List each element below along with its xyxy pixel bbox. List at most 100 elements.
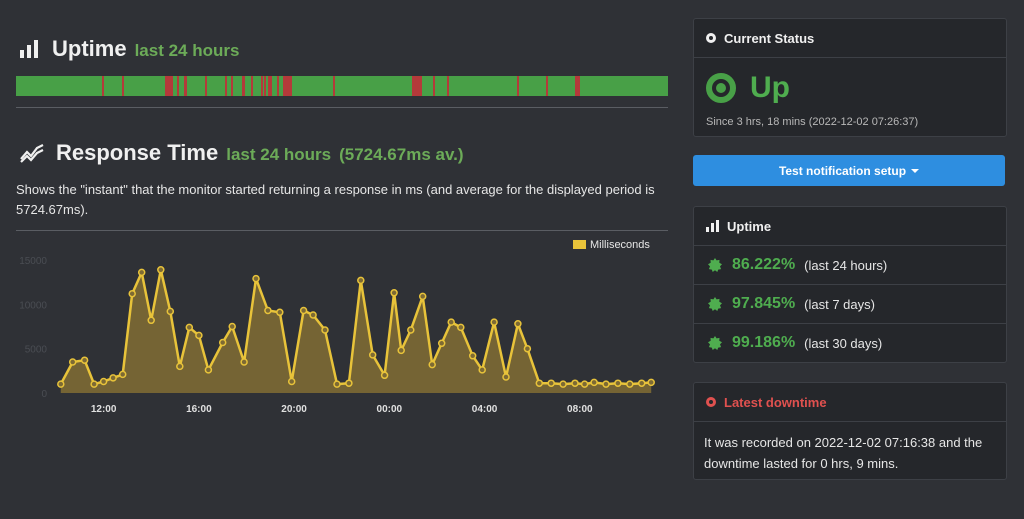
response-time-subtitle: last 24 hours — [226, 145, 332, 164]
test-notification-button[interactable]: Test notification setup — [693, 155, 1005, 186]
x-tick-label: 20:00 — [281, 404, 307, 415]
uptime-percent: 86.222% — [732, 256, 796, 273]
uptime-stats-list: 86.222% (last 24 hours) 97.845% (last 7 … — [694, 246, 1006, 362]
data-point — [228, 322, 236, 331]
downtime-segment[interactable] — [433, 76, 435, 96]
downtime-segment[interactable] — [517, 76, 519, 96]
y-tick-label: 15000 — [19, 256, 47, 267]
downtime-segment[interactable] — [264, 76, 266, 96]
downtime-segment[interactable] — [165, 76, 173, 96]
data-point — [276, 308, 284, 317]
downtime-segment[interactable] — [242, 76, 245, 96]
uptime-panel: Uptime 86.222% (last 24 hours) 97.845% (… — [693, 206, 1007, 363]
data-point — [647, 378, 655, 387]
downtime-segment[interactable] — [546, 76, 548, 96]
uptime-title: Uptime — [52, 36, 127, 61]
downtime-segment[interactable] — [277, 76, 279, 96]
data-point — [252, 274, 260, 283]
response-time-chart: 15000 10000 5000 0 12:00 16:00 20:00 00:00 04:00… — [19, 239, 655, 415]
data-point — [321, 326, 329, 334]
data-point — [68, 358, 77, 366]
data-point — [580, 380, 589, 388]
data-point — [428, 360, 436, 369]
x-tick-label: 16:00 — [186, 404, 212, 415]
uptime-subtitle: last 24 hours — [134, 41, 240, 60]
downtime-segment[interactable] — [268, 76, 270, 96]
current-status-panel: Current Status Up Since 3 hrs, 18 mins (… — [693, 18, 1007, 137]
current-status-title: Current Status — [724, 30, 815, 46]
data-point — [626, 380, 634, 388]
response-time-title: Response Time — [56, 140, 219, 165]
data-point — [535, 379, 544, 387]
uptime-period: (last 30 days) — [804, 335, 883, 351]
response-time-heading: Response Time last 24 hours (5724.67ms a… — [20, 140, 464, 166]
data-point — [390, 289, 398, 297]
downtime-segment[interactable] — [412, 76, 422, 96]
data-point — [602, 380, 610, 388]
uptime-heading: Uptime last 24 hours — [20, 36, 239, 62]
data-point — [109, 374, 117, 382]
data-point — [357, 276, 365, 285]
downtime-segment[interactable] — [447, 76, 449, 96]
uptime-stat-24h: 86.222% (last 24 hours) — [694, 246, 1006, 285]
legend-swatch — [573, 240, 586, 249]
data-point — [299, 306, 308, 315]
caret-down-icon — [911, 168, 920, 173]
data-point — [447, 318, 455, 326]
y-tick-label: 5000 — [25, 345, 48, 356]
data-point — [418, 292, 427, 301]
data-point — [80, 356, 89, 364]
downtime-segment[interactable] — [102, 76, 104, 96]
uptime-stat-7d: 97.845% (last 7 days) — [694, 285, 1006, 324]
data-point — [407, 326, 415, 334]
data-point — [99, 377, 108, 386]
x-tick-label: 00:00 — [377, 404, 403, 415]
downtime-segment[interactable] — [270, 76, 272, 96]
badge-icon — [708, 258, 722, 272]
x-tick-label: 04:00 — [472, 404, 498, 415]
data-point — [176, 362, 184, 371]
data-point — [559, 380, 567, 388]
data-point — [90, 380, 98, 388]
data-point — [309, 311, 317, 319]
data-point — [614, 379, 622, 387]
data-point — [514, 320, 522, 328]
downtime-segment[interactable] — [251, 76, 253, 96]
status-dot-icon — [706, 33, 716, 43]
downtime-segment[interactable] — [122, 76, 124, 96]
data-point — [380, 371, 389, 380]
divider — [16, 230, 668, 231]
downtime-segment[interactable] — [184, 76, 187, 96]
data-point — [137, 268, 146, 277]
badge-icon — [708, 336, 722, 350]
uptime-panel-header: Uptime — [694, 207, 1006, 246]
data-point — [57, 380, 65, 388]
uptime-period: (last 24 hours) — [804, 257, 888, 273]
data-point — [590, 378, 598, 387]
data-point — [490, 318, 498, 326]
downtime-segment[interactable] — [205, 76, 207, 96]
downtime-segment[interactable] — [261, 76, 263, 96]
downtime-segment[interactable] — [231, 76, 233, 96]
x-tick-label: 08:00 — [567, 404, 593, 415]
data-point — [218, 338, 227, 347]
data-point — [166, 307, 175, 316]
downtime-segment[interactable] — [283, 76, 292, 96]
bar-chart-icon — [706, 220, 719, 232]
data-point — [468, 352, 477, 360]
current-status-header: Current Status — [694, 19, 1006, 58]
legend-label: Milliseconds — [590, 239, 650, 251]
downtime-segment[interactable] — [575, 76, 580, 96]
data-point — [523, 344, 532, 353]
uptime-percent: 99.186% — [732, 334, 796, 351]
data-point — [478, 366, 486, 374]
downtime-segment[interactable] — [333, 76, 335, 96]
downtime-segment[interactable] — [177, 76, 179, 96]
data-point — [502, 373, 510, 381]
data-point — [397, 346, 405, 355]
downtime-segment[interactable] — [225, 76, 227, 96]
uptime-timeline-bar[interactable] — [16, 76, 668, 96]
data-point — [128, 289, 136, 298]
data-point — [333, 380, 341, 388]
data-point — [457, 323, 465, 332]
